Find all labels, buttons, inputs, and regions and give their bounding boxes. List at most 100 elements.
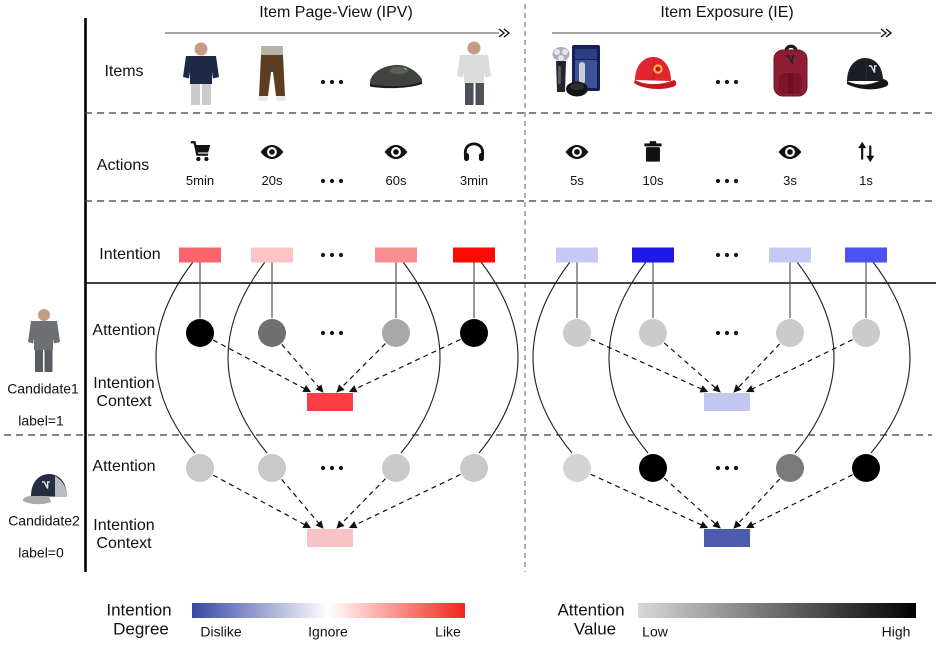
intention-to-cand2-arc	[532, 261, 573, 454]
attention-node	[776, 319, 804, 347]
item-image-navy-sweatshirt	[183, 42, 219, 105]
attention-legend-min-label: Low	[642, 623, 668, 640]
attention-node	[852, 319, 880, 347]
attention-node	[852, 454, 880, 482]
attention-node	[563, 319, 591, 347]
attention-arrow	[590, 338, 709, 393]
attention-arrow	[663, 342, 721, 393]
candidate1-label: label=1	[18, 412, 64, 429]
timeline-arrowhead	[498, 28, 511, 38]
attention-arrow	[336, 343, 386, 393]
attention-node	[186, 319, 214, 347]
row-label-intention-context-cand2-line1: Intention	[93, 517, 155, 535]
cart-icon	[190, 141, 211, 162]
ellipsis-dots	[715, 330, 739, 336]
attention-value-legend-title-line2: Value	[573, 619, 617, 639]
attention-arrow	[348, 473, 461, 529]
intention-embedding	[251, 247, 293, 263]
intention-context-embedding	[704, 393, 750, 411]
row-label-intention-context-cand1-line2: Context	[96, 393, 152, 411]
eye-icon	[384, 144, 408, 159]
row-label-intention-context-cand1-line1: Intention	[93, 375, 155, 393]
attention-arrow	[733, 343, 781, 393]
intention-embedding	[556, 247, 598, 263]
ellipsis-dots	[715, 465, 739, 471]
intention-to-cand2-arc	[400, 261, 441, 454]
intention-degree-gradient	[192, 603, 465, 618]
attention-value-legend-title-line1: Attention	[557, 600, 625, 620]
attention-node	[382, 319, 410, 347]
swap-arrows-icon	[858, 141, 875, 163]
intention-embedding	[632, 247, 674, 263]
item-image-gray-sweatshirt	[457, 41, 491, 105]
candidate2-label: label=0	[18, 544, 64, 561]
ellipsis-dots	[320, 330, 344, 336]
ellipsis-dots	[320, 178, 344, 184]
candidate2-name: Candidate2	[8, 512, 80, 529]
item-image-maroon-backpack	[773, 44, 808, 97]
ellipsis-dots	[715, 252, 739, 258]
row-label-attention-cand2: Attention	[92, 458, 156, 476]
candidate1-name: Candidate1	[7, 380, 79, 397]
attention-arrow	[212, 474, 312, 529]
item-image-red-cap	[634, 56, 677, 90]
eye-icon	[778, 144, 802, 159]
intention-to-cand2-arc	[478, 261, 519, 454]
ellipsis-dots	[320, 79, 344, 85]
attention-node	[258, 454, 286, 482]
intention-to-cand2-arc	[870, 261, 911, 454]
action-duration: 5s	[570, 172, 584, 188]
attention-arrow	[663, 477, 721, 529]
ellipsis-dots	[320, 465, 344, 471]
row-label-attention-cand1: Attention	[92, 322, 156, 340]
ie-section-title: Item Exposure (IE)	[660, 4, 794, 22]
attention-value-gradient	[638, 603, 916, 618]
attention-legend-max-label: High	[881, 623, 911, 640]
attention-node	[186, 454, 214, 482]
intention-to-cand2-arc	[794, 261, 835, 454]
intention-context-embedding	[307, 393, 353, 411]
attention-arrow	[745, 339, 853, 393]
intention-to-cand2-arc	[608, 261, 649, 454]
attention-arrow	[281, 479, 324, 529]
eye-icon	[565, 144, 589, 159]
ellipsis-dots	[715, 79, 739, 85]
candidate1-image	[28, 309, 60, 372]
intention-context-embedding	[307, 529, 353, 547]
ellipsis-dots	[320, 252, 344, 258]
timeline-arrowhead	[880, 28, 893, 38]
attention-arrow	[745, 474, 853, 529]
intention-embedding	[375, 247, 417, 263]
attention-arrow	[733, 478, 781, 529]
intention-degree-legend-title-line2: Degree	[113, 619, 169, 639]
intention-embedding	[453, 247, 495, 263]
row-label-intention-context-cand2-line2: Context	[96, 535, 152, 553]
trash-icon	[644, 141, 662, 162]
action-duration: 5min	[185, 172, 215, 188]
attention-node	[460, 319, 488, 347]
intention-legend-mid-label: Ignore	[308, 623, 348, 640]
action-duration: 60s	[385, 172, 407, 188]
attention-arrow	[348, 338, 461, 393]
attention-arrow	[336, 478, 386, 529]
attention-node	[776, 454, 804, 482]
attention-arrow	[281, 343, 324, 393]
ellipsis-dots	[715, 178, 739, 184]
item-image-black-shoe	[370, 64, 422, 89]
row-label-actions: Actions	[96, 157, 150, 175]
action-duration: 10s	[642, 172, 664, 188]
intention-legend-max-label: Like	[435, 623, 461, 640]
attention-node	[460, 454, 488, 482]
intention-legend-min-label: Dislike	[200, 623, 242, 640]
row-label-items: Items	[104, 63, 144, 81]
intention-context-embedding	[704, 529, 750, 547]
ipv-section-title: Item Page-View (IPV)	[259, 4, 413, 22]
intention-to-cand2-arc	[155, 261, 196, 454]
intention-degree-legend-title-line1: Intention	[106, 600, 172, 620]
intention-embedding	[769, 247, 811, 263]
row-label-intention: Intention	[99, 246, 161, 264]
action-duration: 20s	[261, 172, 283, 188]
attention-arrow	[212, 339, 312, 393]
